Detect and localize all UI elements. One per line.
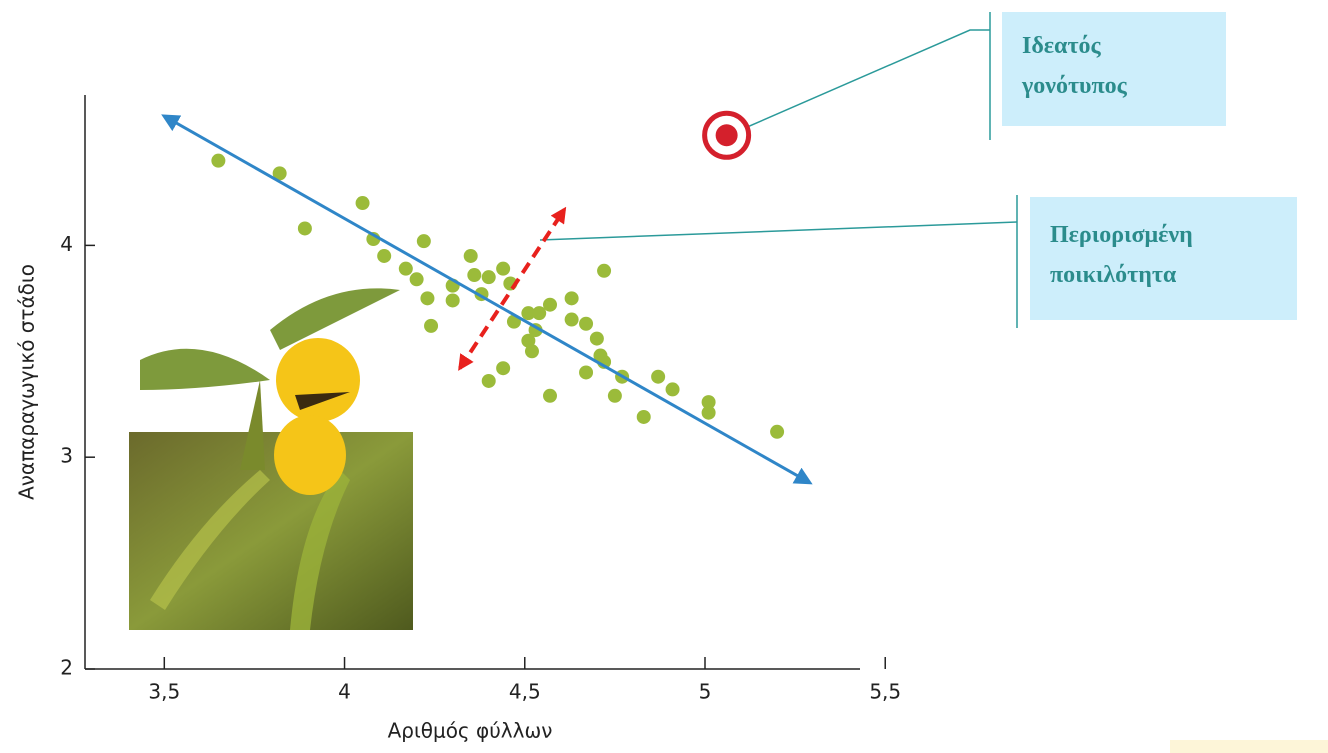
y-tick-label: 2 [60,656,73,680]
data-point [579,365,593,379]
variation-arrow [460,209,565,368]
data-point [298,221,312,235]
data-point [446,293,460,307]
corner-patch [1170,740,1328,753]
data-point [702,406,716,420]
data-point [590,332,604,346]
data-point [410,272,424,286]
data-point [482,270,496,284]
page: Αριθμός φύλλων Αναπαραγωγικό στάδιο 3,5 4… [0,0,1328,753]
callout-line: ποικιλότητα [1050,255,1277,295]
data-point [565,313,579,327]
callout-line: Περιορισμένη [1050,215,1277,255]
data-point [424,319,438,333]
x-tick-label: 4,5 [509,680,541,704]
x-tick-label: 3,5 [148,680,180,704]
x-tick-label: 5 [699,680,712,704]
data-point [377,249,391,263]
ideal-target-center [716,124,738,146]
x-tick-label: 5,5 [869,680,901,704]
data-point [608,389,622,403]
y-tick-label: 3 [60,444,73,468]
data-point [525,344,539,358]
data-point [417,234,431,248]
data-point [543,389,557,403]
data-point [597,264,611,278]
data-point [467,268,481,282]
data-point [496,262,510,276]
data-point [651,370,665,384]
leader-line [540,222,1017,240]
data-point [496,361,510,375]
y-axis-label: Αναπαραγωγικό στάδιο [15,264,39,500]
data-point [565,291,579,305]
data-point [770,425,784,439]
data-point [464,249,478,263]
data-point [420,291,434,305]
x-tick-label: 4 [338,680,351,704]
data-point [356,196,370,210]
plant-photo [129,288,413,630]
data-point [211,154,225,168]
data-point [482,374,496,388]
callout-line: Ιδεατός [1022,26,1206,66]
y-tick-label: 4 [60,232,73,256]
data-point [399,262,413,276]
callout-line: γονότυπος [1022,66,1206,106]
data-point [637,410,651,424]
data-point [543,298,557,312]
data-point [579,317,593,331]
x-axis-label: Αριθμός φύλλων [388,719,553,743]
leader-line [745,30,990,128]
data-point [666,382,680,396]
